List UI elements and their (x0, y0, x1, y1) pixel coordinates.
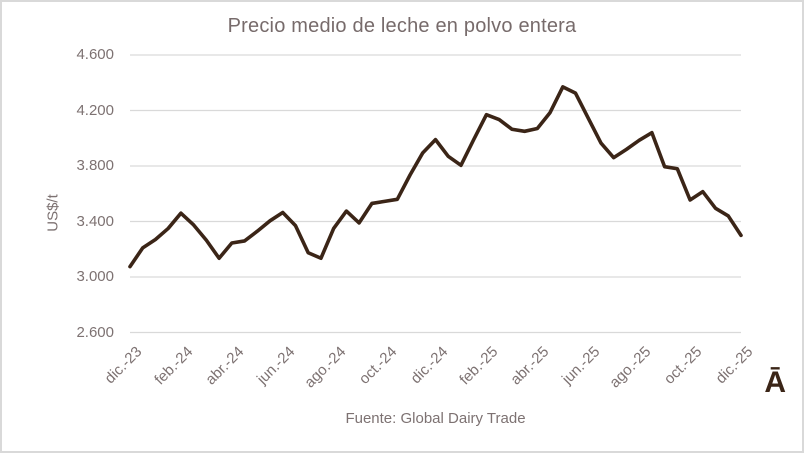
brand-logo: Ā (764, 366, 786, 399)
price-line (128, 85, 743, 269)
y-tick-label: 3.400 (76, 212, 114, 230)
chart-title: Precio medio de leche en polvo entera (227, 15, 577, 37)
y-tick-label: 2.600 (76, 323, 114, 341)
source-caption: Fuente: Global Dairy Trade (345, 410, 526, 427)
y-tick-label: 3.000 (76, 268, 114, 285)
y-tick-label: 4.200 (76, 101, 114, 119)
y-tick-label: 3.800 (76, 157, 114, 174)
y-tick-label: 4.600 (76, 46, 114, 63)
